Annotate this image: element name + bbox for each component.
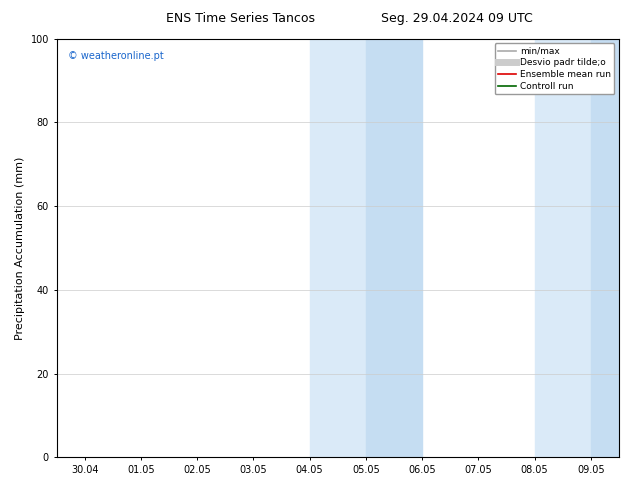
Legend: min/max, Desvio padr tilde;o, Ensemble mean run, Controll run: min/max, Desvio padr tilde;o, Ensemble m… — [495, 43, 614, 95]
Bar — [591, 39, 619, 457]
Text: © weatheronline.pt: © weatheronline.pt — [68, 51, 164, 61]
Text: Seg. 29.04.2024 09 UTC: Seg. 29.04.2024 09 UTC — [380, 12, 533, 25]
Y-axis label: Precipitation Accumulation (mm): Precipitation Accumulation (mm) — [15, 156, 25, 340]
Text: ENS Time Series Tancos: ENS Time Series Tancos — [166, 12, 316, 25]
Bar — [534, 39, 591, 457]
Bar — [366, 39, 422, 457]
Bar — [309, 39, 366, 457]
